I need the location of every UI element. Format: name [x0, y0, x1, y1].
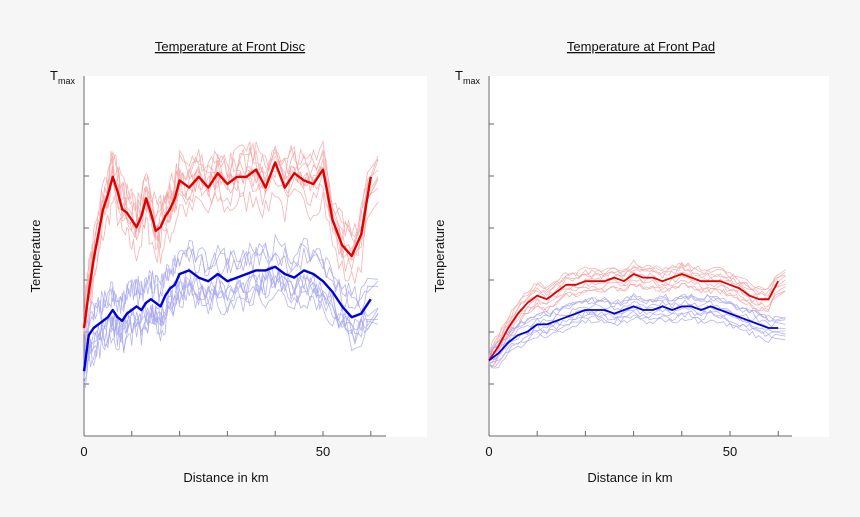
background-run-line — [83, 188, 379, 347]
background-run-line — [488, 295, 786, 361]
background-run-line — [83, 142, 379, 326]
chart-title: Temperature at Front Pad — [567, 39, 715, 54]
series-lines — [488, 273, 779, 362]
x-tick-label: 50 — [316, 444, 330, 459]
background-run-line — [488, 282, 786, 368]
background-run-line — [83, 282, 379, 383]
background-run-line — [83, 246, 379, 374]
background-run-line — [83, 160, 379, 333]
y-axis-label: Temperature — [432, 220, 447, 293]
background-run-line — [488, 309, 786, 365]
y-top-label: Tmax — [50, 68, 75, 86]
chart-front-pad: Temperature at Front Pad Tmax Temperatur… — [432, 39, 829, 485]
background-run-line — [488, 266, 786, 358]
series-line-blue — [82, 265, 372, 372]
background-run-line — [488, 264, 786, 360]
background-run-line — [83, 265, 379, 377]
y-top-label: Tmax — [455, 68, 480, 86]
x-tick-labels: 0 50 — [485, 444, 737, 459]
plot-area — [488, 76, 829, 437]
background-runs — [488, 259, 786, 369]
series-line-blue — [488, 305, 779, 362]
background-run-line — [488, 293, 786, 361]
x-tick-label: 50 — [723, 444, 737, 459]
series-line-red — [488, 273, 779, 361]
chart-title: Temperature at Front Disc — [155, 39, 306, 54]
chart-front-disc: Temperature at Front Disc Tmax Temperatu… — [28, 39, 427, 485]
axes — [488, 76, 792, 437]
x-tick-labels: 0 50 — [80, 444, 330, 459]
background-run-line — [488, 279, 786, 364]
series-lines — [82, 161, 372, 372]
x-tick-label: 0 — [80, 444, 87, 459]
background-run-line — [488, 259, 786, 357]
series-line-red — [82, 161, 372, 329]
x-axis-label: Distance in km — [183, 470, 268, 485]
background-run-line — [83, 164, 379, 332]
y-axis-label: Temperature — [28, 220, 43, 293]
x-tick-label: 0 — [485, 444, 492, 459]
background-run-line — [488, 282, 786, 368]
x-axis-label: Distance in km — [587, 470, 672, 485]
